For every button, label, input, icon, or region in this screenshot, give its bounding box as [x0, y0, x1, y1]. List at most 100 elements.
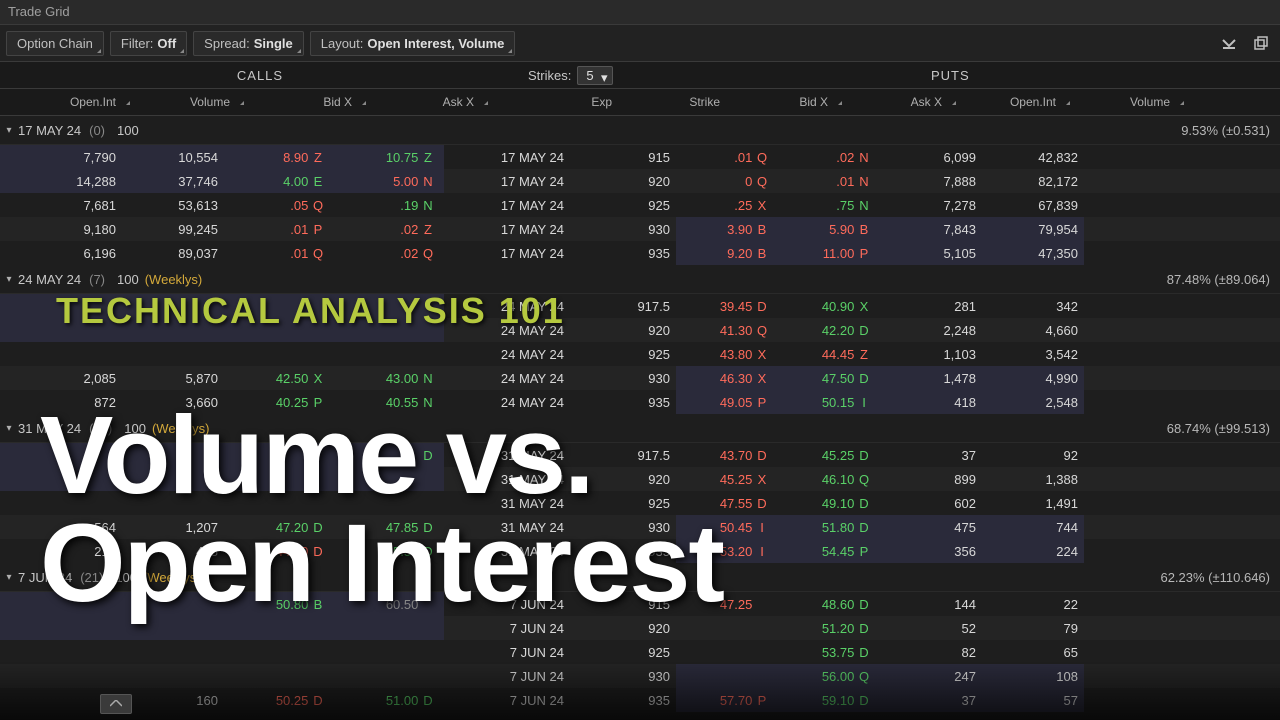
row-strike: 935 — [570, 544, 676, 559]
put-open-int: 602 — [880, 496, 982, 511]
row-exp: 31 MAY 24 — [444, 496, 570, 511]
row-exp: 17 MAY 24 — [444, 198, 570, 213]
option-row[interactable]: 14,288 37,746 4.00 E 5.00 N 17 MAY 24 92… — [0, 169, 1280, 193]
call-ask — [334, 299, 444, 314]
expiry-date: 31 MAY 24 — [18, 421, 81, 436]
row-strike: 915 — [570, 150, 676, 165]
col-open-int-puts[interactable]: Open.Int — [960, 95, 1074, 109]
row-exp: 24 MAY 24 — [444, 323, 570, 338]
row-strike: 930 — [570, 669, 676, 684]
col-exp[interactable]: Exp — [492, 95, 620, 109]
put-bid: 50.45 I — [676, 520, 778, 535]
header-categories: CALLS Strikes: 5▾ PUTS — [0, 62, 1280, 89]
put-ask: 11.00 P — [778, 246, 880, 261]
expiry-group-header[interactable]: ▾ 17 MAY 24 (0) 100 9.53% (±0.531) — [0, 116, 1280, 145]
option-row[interactable]: 872 3,660 40.25 P 40.55 N 24 MAY 24 935 … — [0, 390, 1280, 414]
option-row[interactable]: 7 JUN 24 925 53.75 D 82 65 — [0, 640, 1280, 664]
call-open-int: 9,180 — [20, 222, 122, 237]
collapse-icon[interactable] — [1216, 30, 1242, 56]
option-row[interactable]: 214 488 44.90 D 45.55 D 31 MAY 24 935 53… — [0, 539, 1280, 563]
option-row[interactable]: 2,085 5,870 42.50 X 43.00 N 24 MAY 24 93… — [0, 366, 1280, 390]
row-strike: 930 — [570, 371, 676, 386]
put-volume: 79 — [982, 621, 1084, 636]
call-ask — [334, 496, 444, 511]
expiry-date: 24 MAY 24 — [18, 272, 81, 287]
row-strike: 925 — [570, 198, 676, 213]
option-row[interactable]: 7 JUN 24 920 51.20 D 52 79 — [0, 616, 1280, 640]
row-exp: 24 MAY 24 — [444, 371, 570, 386]
option-row[interactable]: 7,681 53,613 .05 Q .19 N 17 MAY 24 925 .… — [0, 193, 1280, 217]
col-bidx-calls[interactable]: Bid X — [248, 95, 370, 109]
put-bid: 53.20 I — [676, 544, 778, 559]
call-open-int: 6,196 — [20, 246, 122, 261]
option-row[interactable]: 160 50.25 D 51.00 D 7 JUN 24 935 57.70 P… — [0, 688, 1280, 712]
col-strike[interactable]: Strike — [620, 95, 732, 109]
option-row[interactable]: 7,790 10,554 8.90 Z 10.75 Z 17 MAY 24 91… — [0, 145, 1280, 169]
row-exp: 24 MAY 24 — [444, 395, 570, 410]
call-ask: .02 Q — [334, 246, 444, 261]
put-ask: 49.10 D — [778, 496, 880, 511]
option-row[interactable]: 24 MAY 24 917.5 39.45 D 40.90 X 281 342 — [0, 294, 1280, 318]
put-open-int: 1,103 — [880, 347, 982, 362]
row-exp: 31 MAY 24 — [444, 544, 570, 559]
option-row[interactable]: 24 MAY 24 925 43.80 X 44.45 Z 1,103 3,54… — [0, 342, 1280, 366]
layout-button[interactable]: Layout: Open Interest, Volume — [310, 31, 516, 56]
put-volume: 3,542 — [982, 347, 1084, 362]
option-row[interactable]: 50.80 B 60.50 7 JUN 24 915 47.25 48.60 D… — [0, 592, 1280, 616]
col-open-int-calls[interactable]: Open.Int — [20, 95, 134, 109]
put-bid: 9.20 B — [676, 246, 778, 261]
call-bid: .01 Q — [224, 246, 334, 261]
option-row[interactable]: 24 MAY 24 920 41.30 Q 42.20 D 2,248 4,66… — [0, 318, 1280, 342]
puts-header: PUTS — [621, 68, 1280, 83]
put-open-int: 7,843 — [880, 222, 982, 237]
put-ask: 46.10 Q — [778, 472, 880, 487]
call-bid — [224, 669, 334, 684]
expiry-group-header[interactable]: ▾ 24 MAY 24 (7) 100 (Weeklys) 87.48% (±8… — [0, 265, 1280, 294]
option-row[interactable]: 9,180 99,245 .01 P .02 Z 17 MAY 24 930 3… — [0, 217, 1280, 241]
call-bid: 47.20 D — [224, 520, 334, 535]
option-row[interactable]: 31 MAY 24 925 47.55 D 49.10 D 602 1,491 — [0, 491, 1280, 515]
expiry-group-header[interactable]: ▾ 31 MAY 24 (14) 100 (Weeklys) 68.74% (±… — [0, 414, 1280, 443]
spread-button[interactable]: Spread: Single — [193, 31, 304, 56]
option-chain-button[interactable]: Option Chain — [6, 31, 104, 56]
put-open-int: 281 — [880, 299, 982, 314]
strikes-select[interactable]: 5▾ — [577, 66, 612, 85]
row-exp: 7 JUN 24 — [444, 621, 570, 636]
column-headers: Open.Int Volume Bid X Ask X Exp Strike B… — [0, 89, 1280, 116]
option-row[interactable]: 7 JUN 24 930 56.00 Q 247 108 — [0, 664, 1280, 688]
call-bid: .01 P — [224, 222, 334, 237]
call-bid: 44.90 D — [224, 544, 334, 559]
option-row[interactable]: 31 MAY 24 920 45.25 X 46.10 Q 899 1,388 — [0, 467, 1280, 491]
popout-icon[interactable] — [1248, 30, 1274, 56]
col-askx-puts[interactable]: Ask X — [846, 95, 960, 109]
filter-button[interactable]: Filter: Off — [110, 31, 187, 56]
col-bidx-puts[interactable]: Bid X — [732, 95, 846, 109]
put-volume: 79,954 — [982, 222, 1084, 237]
call-ask: 40.55 N — [334, 395, 444, 410]
row-strike: 925 — [570, 496, 676, 511]
row-exp: 31 MAY 24 — [444, 520, 570, 535]
put-open-int: 7,278 — [880, 198, 982, 213]
put-volume: 224 — [982, 544, 1084, 559]
expiry-date: 7 JUN 24 — [18, 570, 72, 585]
row-exp: 17 MAY 24 — [444, 150, 570, 165]
call-bid — [224, 472, 334, 487]
call-volume: 10,554 — [122, 150, 224, 165]
window-titlebar: Trade Grid — [0, 0, 1280, 25]
put-open-int: 1,478 — [880, 371, 982, 386]
scroll-indicator[interactable] — [100, 694, 132, 714]
call-bid — [224, 448, 334, 463]
col-volume-puts[interactable]: Volume — [1074, 95, 1188, 109]
row-strike: 920 — [570, 174, 676, 189]
col-askx-calls[interactable]: Ask X — [370, 95, 492, 109]
expiry-group-header[interactable]: ▾ 7 JUN 24 (21) 100 (Weeklys) 62.23% (±1… — [0, 563, 1280, 592]
call-ask: 47.85 D — [334, 520, 444, 535]
call-volume: 3,660 — [122, 395, 224, 410]
option-row[interactable]: 564 1,207 47.20 D 47.85 D 31 MAY 24 930 … — [0, 515, 1280, 539]
row-exp: 7 JUN 24 — [444, 597, 570, 612]
option-row[interactable]: 6,196 89,037 .01 Q .02 Q 17 MAY 24 935 9… — [0, 241, 1280, 265]
chevron-down-icon: ▾ — [2, 423, 16, 434]
option-row[interactable]: D 31 MAY 24 917.5 43.70 D 45.25 D 37 92 — [0, 443, 1280, 467]
expiry-group-header[interactable]: ▸ 14 JUN 24 (28) 100 (Weeklys) 59.28% (±… — [0, 712, 1280, 720]
col-volume-calls[interactable]: Volume — [134, 95, 248, 109]
